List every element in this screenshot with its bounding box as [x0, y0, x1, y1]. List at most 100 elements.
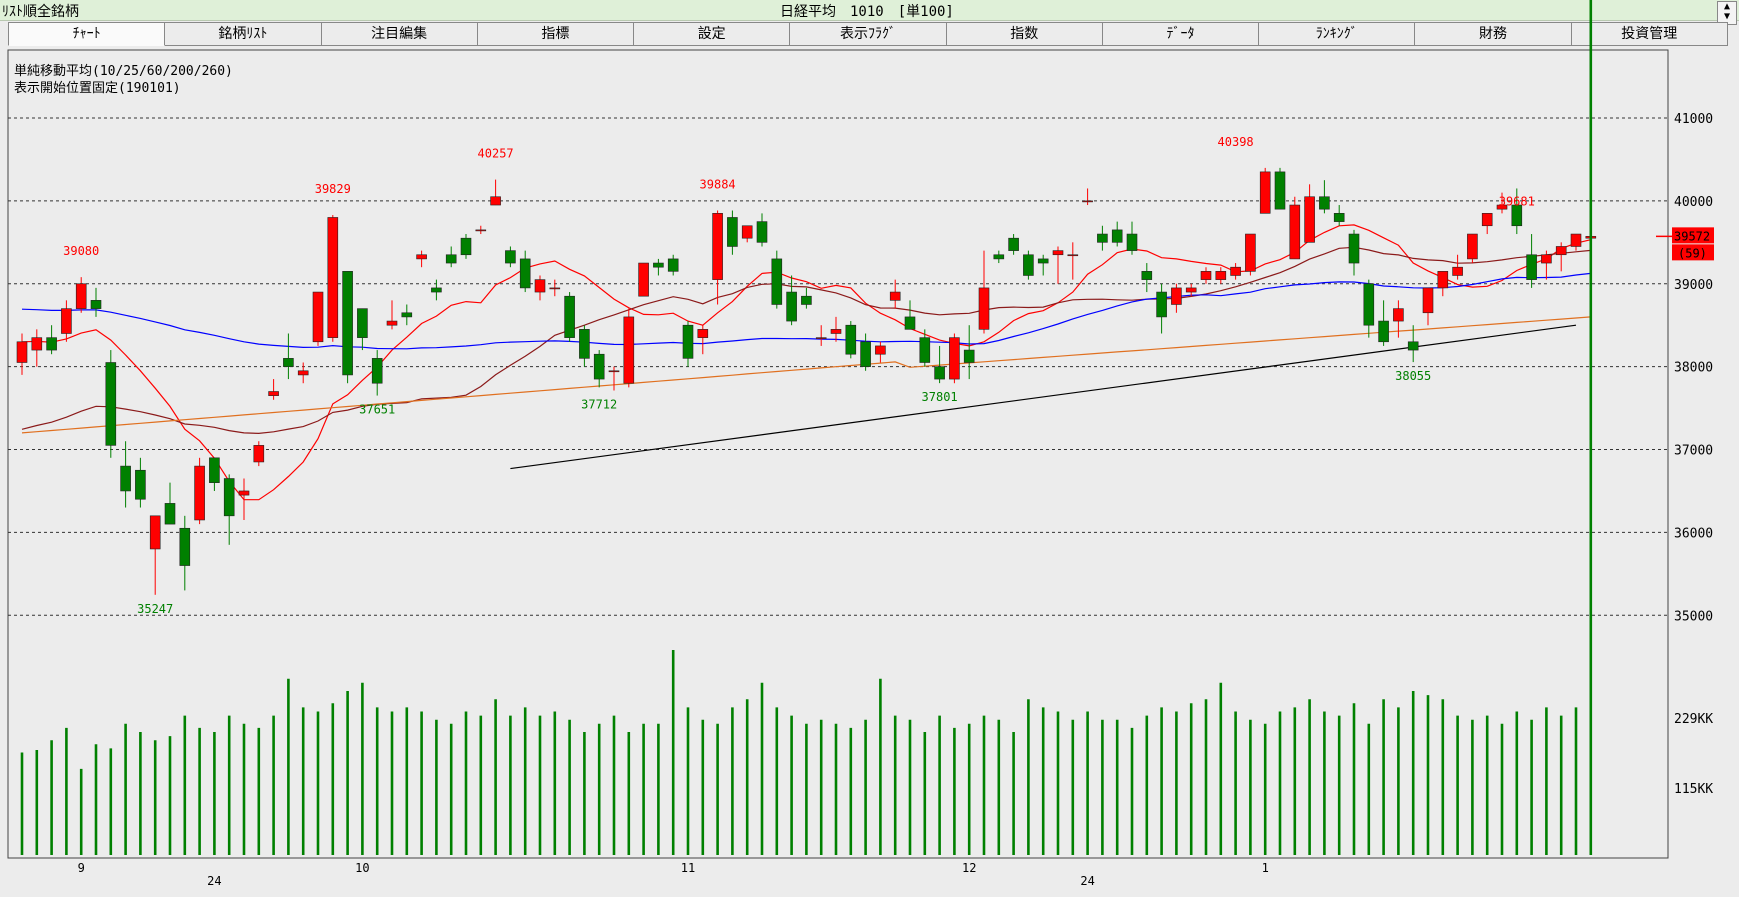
candle-body [949, 337, 960, 380]
candle-body [401, 312, 413, 318]
tab-6[interactable]: 指数 [946, 22, 1103, 46]
tab-3[interactable]: 指標 [477, 22, 635, 46]
tab-4[interactable]: 設定 [634, 22, 791, 46]
candle-body [830, 329, 842, 334]
candle-body [1082, 200, 1093, 203]
candle-body [934, 366, 945, 380]
high-annotation: 39884 [700, 178, 736, 192]
candle-body [593, 353, 605, 380]
list-order-label: ﾘｽﾄ順全銘柄 [2, 4, 79, 20]
candle-body [223, 478, 235, 517]
volume-tick-label: 229KK [1674, 712, 1713, 727]
candle-body [1422, 287, 1434, 314]
price-tick-label: 41000 [1674, 112, 1713, 127]
candle-body [1008, 237, 1019, 251]
candle-body [1481, 213, 1493, 227]
candle-body [209, 457, 220, 483]
tab-7[interactable]: ﾃﾞｰﾀ [1102, 22, 1260, 46]
volume-tick-label: 115KK [1674, 782, 1713, 797]
price-tick-label: 39000 [1674, 278, 1713, 293]
candle-body [386, 320, 398, 326]
low-annotation: 37801 [922, 390, 958, 404]
high-annotation: 40398 [1218, 135, 1254, 149]
trend-line [510, 324, 1577, 470]
candle-body [889, 291, 901, 301]
candle-body [460, 237, 472, 256]
candle-body [1052, 250, 1064, 256]
candle-body [194, 465, 205, 521]
candle-body [1259, 171, 1271, 214]
x-axis-label: 9 [78, 861, 85, 875]
tab-8[interactable]: ﾗﾝｷﾝｸﾞ [1259, 22, 1416, 46]
candle-body [1037, 258, 1049, 264]
candle-body [697, 329, 709, 338]
candle-body [149, 515, 161, 550]
candle-body [1141, 271, 1153, 280]
candle-body [1511, 204, 1523, 227]
ma200-line [21, 316, 1591, 434]
x-axis-label: 24 [207, 874, 221, 888]
tab-2[interactable]: 注目編集 [321, 22, 478, 46]
candle-body [904, 316, 916, 330]
candle-body [919, 337, 931, 363]
tab-5[interactable]: 表示ﾌﾗｸﾞ [790, 22, 947, 46]
candle-body [105, 362, 117, 446]
candle-body [445, 254, 457, 264]
tab-bar: ﾁｬｰﾄ 銘柄ﾘｽﾄ 注目編集 指標 設定 表示ﾌﾗｸﾞ 指数 ﾃﾞｰﾀ ﾗﾝｷﾝｸﾞ 財務 投資管… [8, 22, 1728, 46]
candle-body [519, 258, 531, 289]
candle-body [283, 358, 294, 367]
candle-body [1156, 291, 1167, 318]
candle-body [1230, 266, 1241, 276]
candle-body [16, 341, 28, 363]
candle-body [667, 258, 679, 272]
x-axis-label: 24 [1080, 874, 1094, 888]
tab-0[interactable]: ﾁｬｰﾄ [8, 22, 166, 46]
candle-body [135, 469, 146, 500]
low-annotation: 37712 [581, 398, 617, 412]
candle-body [860, 341, 871, 367]
tab-9[interactable]: 財務 [1415, 22, 1572, 46]
candle-body [623, 316, 635, 384]
candle-body [1171, 287, 1182, 305]
plot-area [7, 49, 1669, 859]
candle-body [653, 262, 664, 268]
candle-body [1126, 233, 1138, 251]
candle-body [579, 329, 590, 359]
candle-body [505, 250, 516, 264]
low-annotation: 38055 [1395, 369, 1431, 383]
candle-body [875, 345, 886, 355]
high-annotation: 40257 [478, 147, 514, 161]
high-annotation: 39829 [315, 182, 351, 196]
candle-body [1467, 233, 1478, 260]
candle-body [771, 258, 783, 305]
ma-indicator-label: 単純移動平均(10/25/60/200/260) [14, 64, 233, 79]
candle-body [253, 445, 265, 463]
candle-body [756, 221, 768, 243]
candle-body [1200, 271, 1212, 280]
candle-body [475, 229, 487, 232]
low-annotation: 35247 [137, 602, 173, 616]
tab-1[interactable]: 銘柄ﾘｽﾄ [165, 22, 322, 46]
candle-body [297, 370, 309, 376]
candle-body [268, 391, 279, 396]
candle-body [371, 358, 383, 384]
candle-body [1378, 320, 1389, 343]
x-axis-label: 12 [962, 861, 976, 875]
candle-body [490, 196, 501, 206]
last-price-label: 39572 [1674, 229, 1710, 243]
candle-body [1023, 254, 1034, 276]
candle-body [1348, 233, 1360, 264]
candle-body [164, 503, 176, 525]
tab-10[interactable]: 投資管理 [1571, 22, 1728, 46]
candle-body [342, 271, 353, 376]
ma60-line [21, 272, 1591, 350]
candle-body [801, 295, 812, 305]
candle-body [238, 490, 250, 496]
candle-body [815, 337, 827, 339]
candle-body [1570, 233, 1582, 247]
candle-body [534, 279, 546, 293]
ma25-line [21, 246, 1591, 435]
price-tick-label: 36000 [1674, 526, 1713, 541]
last-change-label: (59) [1678, 246, 1707, 260]
low-annotation: 37651 [359, 403, 395, 417]
